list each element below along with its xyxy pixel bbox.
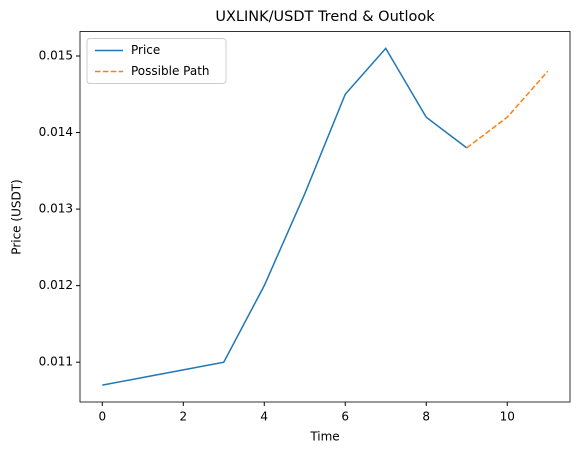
x-tick-label: 2 bbox=[179, 410, 187, 424]
y-tick-label: 0.013 bbox=[39, 202, 73, 216]
plot-frame bbox=[79, 31, 571, 403]
x-tick-label: 8 bbox=[422, 410, 430, 424]
chart-title: UXLINK/USDT Trend & Outlook bbox=[215, 9, 435, 25]
legend-label: Price bbox=[131, 43, 160, 57]
y-tick-label: 0.015 bbox=[39, 48, 73, 62]
y-tick-label: 0.011 bbox=[39, 355, 73, 369]
y-axis-label: Price (USDT) bbox=[10, 179, 24, 254]
y-tick-label: 0.014 bbox=[39, 125, 73, 139]
line-series bbox=[102, 47, 468, 386]
x-tick-label: 10 bbox=[500, 410, 515, 424]
x-tick-label: 6 bbox=[341, 410, 349, 424]
x-axis-label: Time bbox=[309, 430, 339, 444]
y-tick-label: 0.012 bbox=[39, 278, 73, 292]
line-series bbox=[466, 70, 549, 149]
x-tick-label: 0 bbox=[98, 410, 106, 424]
legend-label: Possible Path bbox=[131, 64, 210, 78]
x-tick-label: 4 bbox=[260, 410, 268, 424]
